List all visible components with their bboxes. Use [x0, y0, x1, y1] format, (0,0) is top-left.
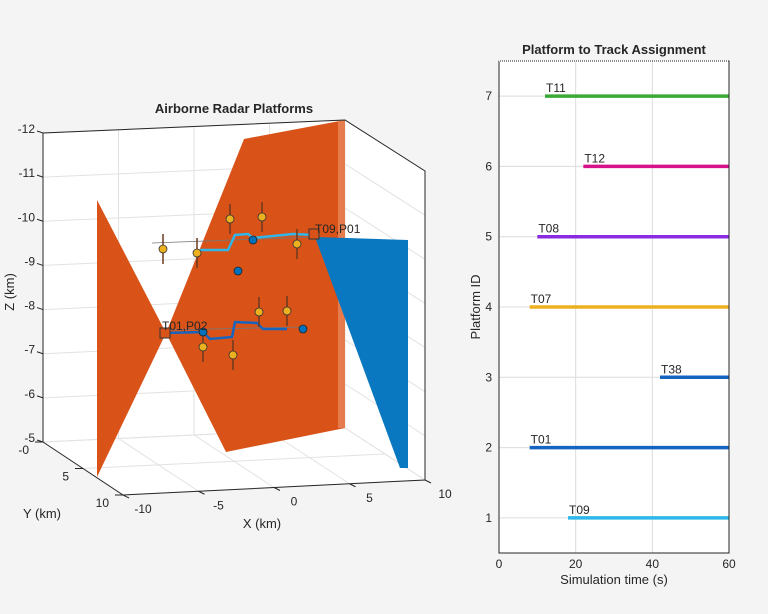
z-tick-label: -6: [24, 387, 35, 401]
x-tick-label: 0: [291, 495, 298, 509]
assignment-label-t07: T07: [531, 292, 552, 306]
assignment-label-t12: T12: [584, 151, 605, 165]
y-tick-label: 1: [485, 511, 492, 525]
annotation-t09-p01: T09,P01: [315, 222, 361, 236]
z-tick: [36, 351, 44, 355]
beam-surface-right: [166, 120, 345, 452]
target-marker: [225, 214, 235, 224]
z-tick-label: -8: [24, 299, 35, 313]
x-tick-label: 40: [646, 557, 660, 571]
x-tick-label: 5: [366, 491, 373, 505]
y-tick-label: 2: [485, 441, 492, 455]
z-tick: [36, 307, 44, 311]
y-tick-label: 3: [485, 370, 492, 384]
y-gridline: [82, 453, 386, 469]
z-tick-label: -7: [24, 343, 35, 357]
beam-surface-blue: [315, 237, 408, 468]
chart-title-3d: Airborne Radar Platforms: [155, 101, 313, 116]
x-axis-label-3d: X (km): [243, 516, 281, 531]
y-tick-label: 5: [62, 470, 69, 484]
platform-marker-p01: [308, 228, 320, 240]
z-tick: [36, 174, 44, 178]
beam-surface-left: [97, 200, 166, 477]
target-marker: [292, 239, 302, 249]
detection-marker: [298, 324, 308, 334]
target-marker: [282, 306, 292, 316]
z-tick-label: -12: [18, 122, 36, 136]
y-tick-label: -0: [18, 443, 29, 457]
platform-marker-p02: [159, 327, 171, 339]
y-axis-label-2d: Platform ID: [468, 274, 483, 339]
assignment-axes[interactable]: T09 T01 T38 T07 T08 T12 T11 0 20 40 60 1 2 3 4 5 6 7 Pla…: [468, 42, 736, 587]
annotation-t01-p02: T01,P02: [162, 319, 208, 333]
y-tick-label: 5: [485, 230, 492, 244]
z-tick: [36, 130, 44, 134]
target-marker: [257, 212, 267, 222]
x-tick: [122, 494, 130, 499]
assignment-label-t01: T01: [531, 433, 552, 447]
detection-marker: [233, 266, 243, 276]
x-tick: [349, 483, 356, 488]
radar-3d-axes[interactable]: T09,P01 T01,P02 -12 -11 -10 -9 -8 -7 -6 -5 -10 -5…: [2, 101, 452, 531]
x-axis-label-2d: Simulation time (s): [560, 572, 668, 587]
x-tick: [198, 490, 205, 495]
target-marker: [158, 244, 168, 254]
target-marker: [228, 350, 238, 360]
target-marker: [254, 307, 264, 317]
z-tick: [36, 395, 44, 399]
x-tick: [424, 479, 432, 484]
target-marker: [198, 342, 208, 352]
x-tick-label: 20: [569, 557, 583, 571]
y-tick-label: 6: [485, 159, 492, 173]
detection-marker: [198, 327, 208, 337]
y-tick-label: 10: [96, 496, 110, 510]
x-tick-label: -10: [134, 502, 152, 516]
z-tick: [36, 218, 44, 222]
assignment-label-t38: T38: [661, 362, 682, 376]
assignment-label-t08: T08: [538, 222, 559, 236]
z-tick-label: -10: [18, 210, 36, 224]
z-tick: [36, 262, 44, 266]
target-marker: [192, 248, 202, 258]
y-tick-label: 4: [485, 300, 492, 314]
x-tick-label: 10: [438, 487, 452, 501]
assignment-label-t09: T09: [569, 503, 590, 517]
chart-title-2d: Platform to Track Assignment: [522, 42, 706, 57]
z-axis-label-3d: Z (km): [2, 273, 17, 311]
z-tick-label: -9: [24, 254, 35, 268]
assignment-label-t11: T11: [546, 81, 566, 95]
z-tick-label: -11: [19, 166, 36, 180]
track-line-t09: [200, 232, 316, 252]
x-tick-label: -5: [213, 498, 224, 512]
y-tick-label: 7: [485, 89, 492, 103]
detection-marker: [248, 235, 258, 245]
z-tick-label: -5: [24, 431, 35, 445]
y-axis-label-3d: Y (km): [23, 506, 61, 521]
x-tick: [273, 487, 281, 491]
x-tick-label: 0: [496, 557, 503, 571]
x-tick-label: 60: [722, 557, 736, 571]
